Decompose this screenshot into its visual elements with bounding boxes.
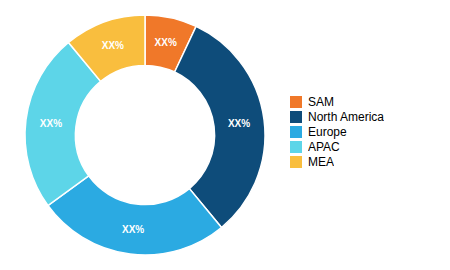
html-text:APAC: APAC (308, 139, 340, 154)
html-text:MEA: MEA (308, 154, 334, 169)
svg-text:XX%: XX% (40, 118, 62, 129)
html-text:Europe: Europe (308, 124, 347, 139)
svg-text:XX%: XX% (122, 224, 144, 235)
html-text:SAM: SAM (308, 94, 334, 109)
svg-text:XX%: XX% (155, 37, 177, 48)
html-text:North America: North America (308, 109, 384, 124)
svg-text:XX%: XX% (102, 40, 124, 51)
svg-text:XX%: XX% (228, 118, 250, 129)
